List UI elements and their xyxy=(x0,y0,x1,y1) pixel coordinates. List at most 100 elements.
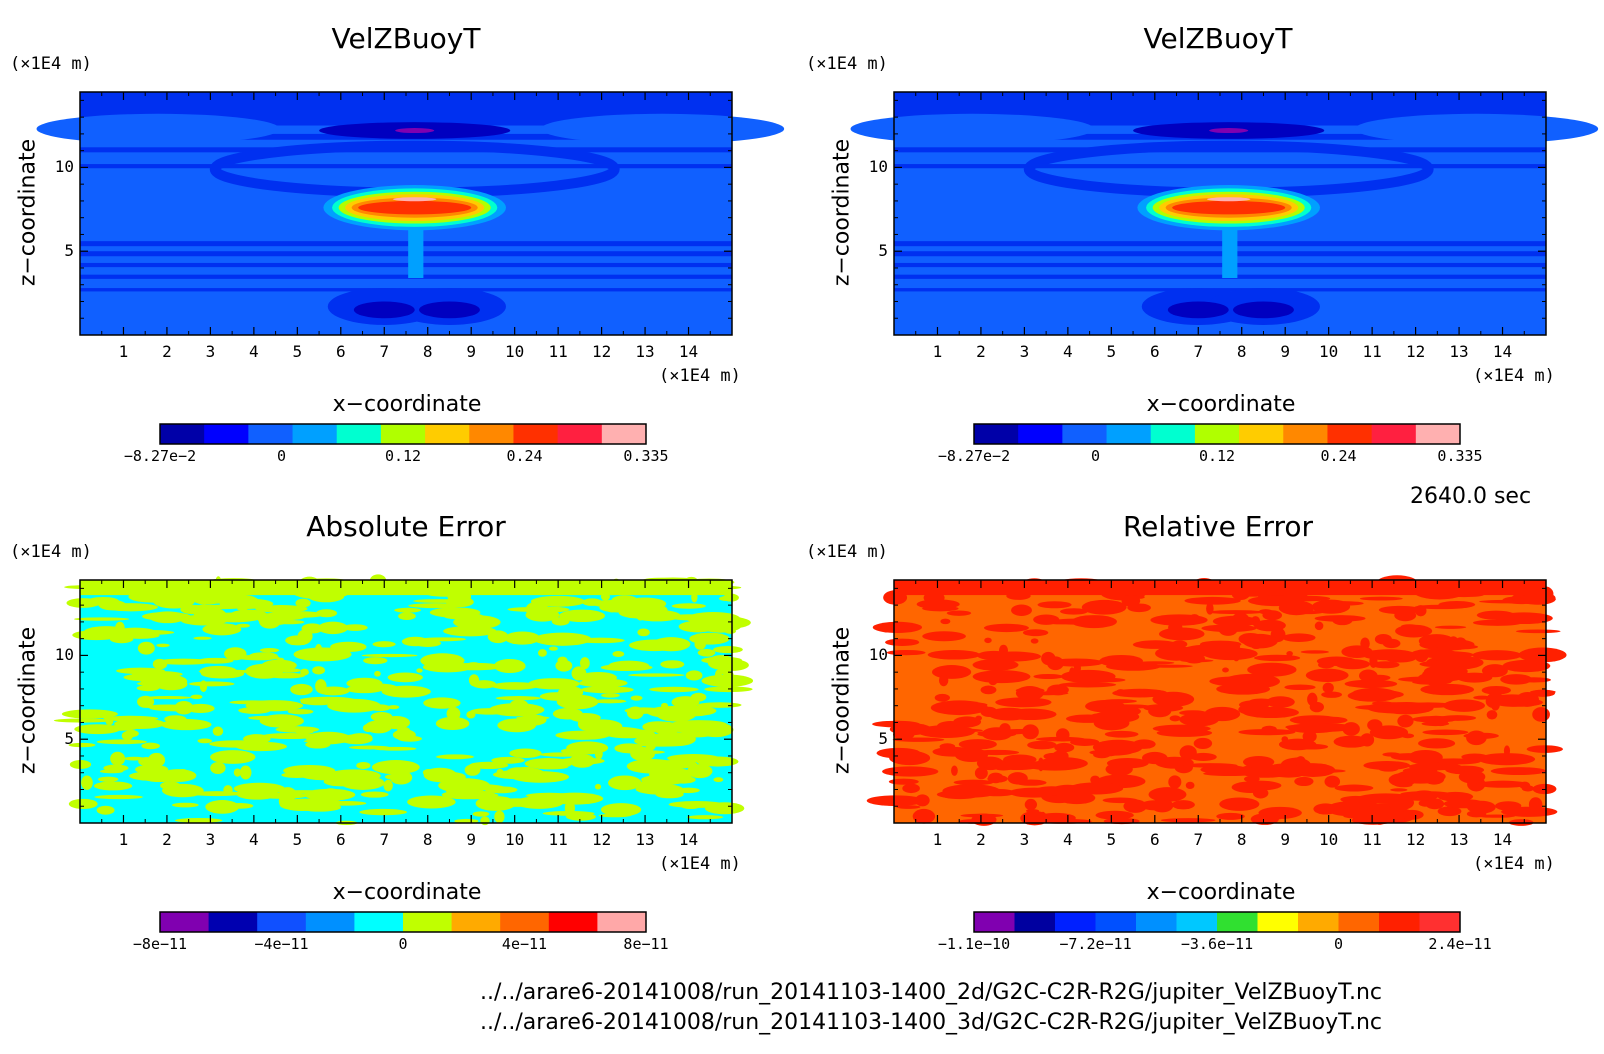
field-patch xyxy=(958,739,997,750)
colorbar-swatch xyxy=(257,912,307,932)
field-patch xyxy=(1112,688,1168,698)
field-patch xyxy=(363,657,388,665)
field-patch xyxy=(1302,730,1317,743)
colorbar-swatch xyxy=(336,424,382,444)
field-patch xyxy=(1030,638,1039,644)
field-patch xyxy=(1371,701,1393,705)
field-patch xyxy=(1022,629,1049,637)
field-patch xyxy=(886,649,926,656)
field-patch xyxy=(1200,765,1249,775)
x-tick-label: 9 xyxy=(1280,830,1290,849)
field-patch xyxy=(397,735,422,742)
field-patch xyxy=(466,710,476,719)
panel-1-y-unit: (×1E4 m) xyxy=(10,54,92,74)
field-updraft-max xyxy=(1206,197,1251,202)
x-tick-label: 11 xyxy=(1362,830,1382,849)
field-patch xyxy=(1024,798,1038,811)
x-tick-label: 3 xyxy=(205,830,216,849)
field-patch xyxy=(1521,785,1534,792)
panel-3-title: Absolute Error xyxy=(306,510,506,543)
colorbar-label: 0.335 xyxy=(623,447,669,465)
field-patch xyxy=(174,701,194,715)
field-patch xyxy=(972,670,1031,684)
field-patch xyxy=(1490,767,1547,776)
field-patch xyxy=(1360,733,1375,747)
panel-1-xlabel: x−coordinate xyxy=(332,392,482,417)
field-patch xyxy=(551,617,570,626)
field-patch xyxy=(299,696,356,704)
field-patch xyxy=(94,794,144,800)
field-patch xyxy=(1086,677,1126,683)
field-patch xyxy=(1486,710,1498,720)
field-patch xyxy=(491,756,525,764)
field-patch xyxy=(1253,654,1301,662)
field-patch xyxy=(190,694,203,700)
field-patch xyxy=(1322,682,1334,694)
field-patch xyxy=(1095,810,1134,820)
field-patch xyxy=(953,716,982,728)
field-patch xyxy=(1481,664,1508,678)
panel-1-plot xyxy=(36,92,785,335)
field-arc xyxy=(850,113,1094,144)
field-patch xyxy=(440,772,466,783)
field-patch xyxy=(946,610,972,616)
field-patch xyxy=(435,716,470,731)
field-patch xyxy=(259,647,280,653)
field-top-minimum-core xyxy=(1209,128,1249,134)
field-patch xyxy=(519,714,547,726)
field-patch xyxy=(1104,730,1139,738)
x-tick-label: 11 xyxy=(548,830,568,849)
field-patch xyxy=(594,747,603,760)
field-patch xyxy=(1143,704,1184,712)
field-patch xyxy=(436,754,474,760)
field-patch xyxy=(1528,797,1543,812)
field-patch xyxy=(1203,647,1258,661)
x-tick-label: 1 xyxy=(932,342,943,361)
colorbar-swatch xyxy=(1327,424,1373,444)
field-patch xyxy=(1050,618,1107,625)
colorbar-swatch xyxy=(548,912,598,932)
x-tick-label: 6 xyxy=(1149,342,1160,361)
field-patch xyxy=(1314,621,1324,631)
colorbar-frame xyxy=(973,911,1461,933)
colorbar-label: −4e−11 xyxy=(254,935,309,953)
colorbar-swatch xyxy=(500,912,550,932)
colorbar-swatch xyxy=(557,424,603,444)
field-patch xyxy=(193,604,214,620)
field-patch xyxy=(922,631,966,642)
colorbar-swatch xyxy=(160,424,205,444)
colorbar-frame xyxy=(973,423,1461,445)
field-patch xyxy=(1408,762,1462,771)
field-patch xyxy=(223,785,233,795)
field-patch xyxy=(205,800,240,814)
field-patch xyxy=(889,767,924,772)
field-patch xyxy=(193,636,212,640)
field-patch xyxy=(407,795,456,809)
field-patch xyxy=(628,673,685,677)
field-patch xyxy=(694,638,706,650)
colorbar-label: 0.24 xyxy=(506,447,543,465)
colorbar-swatch xyxy=(974,424,1019,444)
field-patch xyxy=(416,668,423,673)
field-patch xyxy=(915,794,930,807)
colorbar-label: 0.12 xyxy=(384,447,422,465)
field-patch xyxy=(1174,761,1193,774)
file-path-2d: ../../arare6-20141008/run_20141103-1400_… xyxy=(480,980,1382,1005)
field-patch xyxy=(469,761,509,769)
field-patch xyxy=(697,649,716,657)
field-patch xyxy=(1290,763,1336,777)
field-top-minimum-core xyxy=(395,128,435,134)
colorbar-swatch xyxy=(380,424,426,444)
field-patch xyxy=(703,678,738,686)
field-patch xyxy=(317,686,350,696)
x-tick-label: 4 xyxy=(1063,830,1073,849)
field-patch xyxy=(1169,715,1181,722)
field-patch xyxy=(359,808,408,816)
x-tick-label: 9 xyxy=(1280,342,1290,361)
field-patch xyxy=(362,723,374,733)
field-patch xyxy=(1185,781,1195,790)
field-patch xyxy=(696,756,739,767)
field-patch xyxy=(1314,615,1366,622)
field-patch xyxy=(1418,738,1456,749)
field-patch xyxy=(685,670,703,681)
